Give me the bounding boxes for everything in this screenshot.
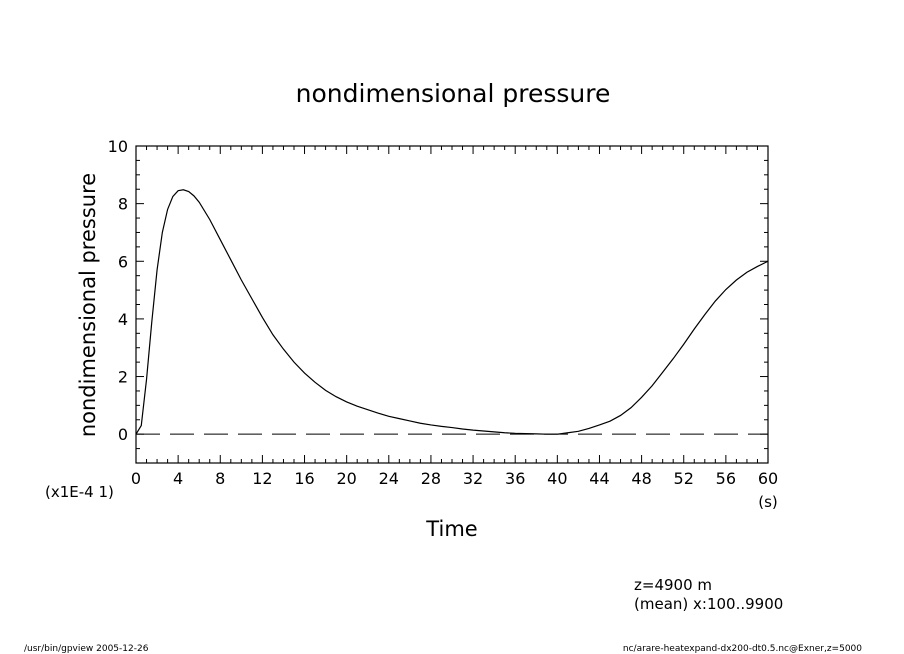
x-tick-label: 44 <box>589 469 609 488</box>
level-annotation: z=4900 m <box>634 576 712 594</box>
series-line <box>135 189 769 435</box>
x-tick-label: 36 <box>505 469 525 488</box>
x-tick-label: 48 <box>631 469 651 488</box>
x-axis-label: Time <box>425 517 477 541</box>
footer-left: /usr/bin/gpview 2005-12-26 <box>24 644 149 654</box>
y-tick-label: 8 <box>118 195 128 214</box>
y-axis-label: nondimensional pressure <box>76 173 100 437</box>
x-tick-label: 20 <box>336 469 356 488</box>
y-tick-labels: 0 2 4 6 8 10 <box>108 137 128 444</box>
x-unit-label: (s) <box>758 493 778 511</box>
x-tick-label: 56 <box>716 469 736 488</box>
tick-marks <box>135 145 769 464</box>
x-tick-labels: 0 4 8 12 16 20 24 28 32 36 40 44 48 52 56 60 <box>131 469 778 488</box>
x-tick-label: 60 <box>758 469 778 488</box>
x-tick-label: 32 <box>463 469 483 488</box>
x-tick-label: 16 <box>294 469 314 488</box>
x-tick-label: 12 <box>252 469 272 488</box>
y-tick-label: 2 <box>118 368 128 387</box>
chart-title: nondimensional pressure <box>296 79 611 108</box>
x-tick-label: 24 <box>379 469 399 488</box>
x-tick-label: 0 <box>131 469 141 488</box>
y-tick-label: 6 <box>118 252 128 271</box>
x-tick-label: 52 <box>674 469 694 488</box>
x-tick-label: 40 <box>547 469 567 488</box>
y-tick-label: 0 <box>118 425 128 444</box>
footer-right: nc/arare-heatexpand-dx200-dt0.5.nc@Exner… <box>623 644 862 654</box>
mean-annotation: (mean) x:100..9900 <box>634 595 783 613</box>
x-tick-label: 28 <box>421 469 441 488</box>
y-tick-label: 4 <box>118 310 128 329</box>
x-tick-label: 4 <box>173 469 183 488</box>
y-scale-note: (x1E-4 1) <box>45 483 114 501</box>
y-tick-label: 10 <box>108 137 128 156</box>
x-tick-label: 8 <box>215 469 225 488</box>
plot-frame <box>135 145 769 464</box>
